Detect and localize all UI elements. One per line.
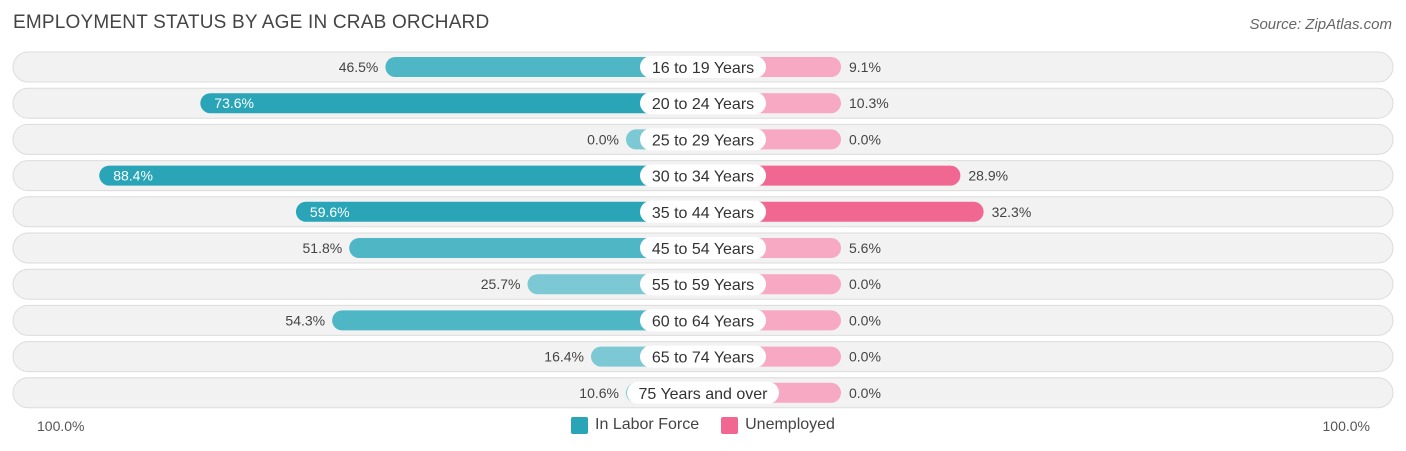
category-pill <box>640 164 766 187</box>
category-pill <box>640 56 766 78</box>
category-label: 65 to 74 Years <box>652 350 754 367</box>
category-label: 55 to 59 Years <box>652 277 754 294</box>
category-label: 35 to 44 Years <box>652 205 754 222</box>
value-label-labor-force: 0.0% <box>587 131 619 147</box>
bar-unemployed <box>703 201 984 222</box>
bar-labor-force <box>200 93 703 114</box>
category-label: 25 to 29 Years <box>652 132 754 149</box>
value-label-unemployed: 10.3% <box>849 95 889 111</box>
chart-row: 51.8% 5.6% 45 to 54 Years <box>12 232 1394 264</box>
value-label-labor-force: 73.6% <box>214 95 254 111</box>
chart-row: 25.7% 0.0% 55 to 59 Years <box>12 268 1394 300</box>
legend-swatch-labor-force <box>571 416 589 434</box>
legend: In Labor Force Unemployed <box>0 416 1406 434</box>
axis-left-label: 100.0% <box>37 418 85 434</box>
bar-unemployed <box>703 165 961 186</box>
value-label-unemployed: 28.9% <box>968 168 1008 184</box>
value-label-labor-force: 51.8% <box>303 240 343 256</box>
chart-row: 54.3% 0.0% 60 to 64 Years <box>12 304 1394 336</box>
legend-label-labor-force: In Labor Force <box>595 416 700 433</box>
category-label: 60 to 64 Years <box>652 313 754 330</box>
value-label-labor-force: 10.6% <box>579 385 619 401</box>
category-label: 16 to 19 Years <box>652 60 754 77</box>
category-pill <box>640 345 766 368</box>
value-label-unemployed: 0.0% <box>849 312 881 328</box>
legend-swatch-unemployed <box>721 416 739 434</box>
value-label-labor-force: 25.7% <box>481 276 521 292</box>
value-label-labor-force: 16.4% <box>544 349 584 365</box>
value-label-unemployed: 0.0% <box>849 385 881 401</box>
legend-item-unemployed: Unemployed <box>721 416 835 434</box>
value-label-unemployed: 5.6% <box>849 240 881 256</box>
bar-labor-force <box>295 201 703 222</box>
chart-row: 59.6% 32.3% 35 to 44 Years <box>12 196 1394 228</box>
chart-row: 10.6% 0.0% 75 Years and over <box>12 377 1394 409</box>
value-label-unemployed: 0.0% <box>849 276 881 292</box>
bar-labor-force <box>349 238 703 258</box>
legend-item-labor-force: In Labor Force <box>571 416 699 434</box>
axis-right-label: 100.0% <box>1322 418 1370 434</box>
category-label: 30 to 34 Years <box>652 169 754 186</box>
legend-label-unemployed: Unemployed <box>745 416 835 433</box>
chart-source: Source: ZipAtlas.com <box>1249 16 1392 33</box>
chart-row: 0.0% 0.0% 25 to 29 Years <box>12 123 1394 155</box>
category-pill <box>640 92 766 115</box>
chart-row: 73.6% 10.3% 20 to 24 Years <box>12 87 1394 119</box>
category-label: 20 to 24 Years <box>652 96 754 113</box>
value-label-labor-force: 54.3% <box>285 312 325 328</box>
category-pill <box>640 309 766 332</box>
bar-labor-force <box>99 165 703 186</box>
category-label: 75 Years and over <box>639 386 769 403</box>
bar-labor-force <box>385 57 703 77</box>
category-pill <box>627 381 779 404</box>
value-label-labor-force: 88.4% <box>113 168 153 184</box>
chart-title: EMPLOYMENT STATUS BY AGE IN CRAB ORCHARD <box>13 12 490 33</box>
category-pill <box>640 273 766 296</box>
chart-row: 88.4% 28.9% 30 to 34 Years <box>12 160 1394 192</box>
value-label-labor-force: 46.5% <box>339 59 379 75</box>
chart-row: 46.5% 9.1% 16 to 19 Years <box>12 51 1394 83</box>
chart-plot: 46.5% 9.1% 16 to 19 Years 73.6% 10.3% 20 to 2… <box>12 51 1394 409</box>
chart-row: 16.4% 0.0% 65 to 74 Years <box>12 341 1394 373</box>
value-label-unemployed: 9.1% <box>849 59 881 75</box>
bar-labor-force <box>332 310 703 331</box>
value-label-unemployed: 0.0% <box>849 349 881 365</box>
category-pill <box>640 200 766 223</box>
value-label-unemployed: 0.0% <box>849 131 881 147</box>
category-pill <box>640 237 766 259</box>
value-label-labor-force: 59.6% <box>310 204 350 220</box>
category-pill <box>640 128 766 151</box>
category-label: 45 to 54 Years <box>652 241 754 258</box>
value-label-unemployed: 32.3% <box>992 204 1032 220</box>
